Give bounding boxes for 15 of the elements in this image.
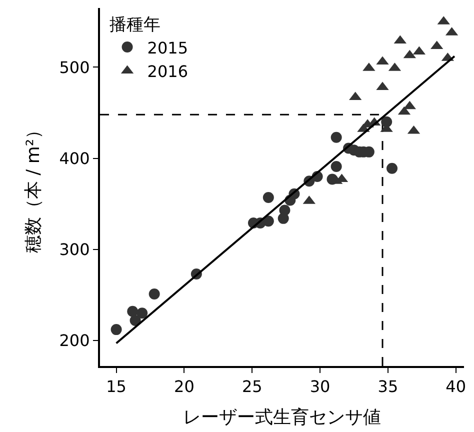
y-tick-label: 400: [59, 148, 90, 168]
x-tick-label: 15: [106, 377, 126, 396]
y-tick-label: 200: [59, 331, 90, 350]
y-tick-label: 500: [59, 58, 90, 77]
x-tick-label: 30: [310, 377, 330, 396]
x-tick-label: 25: [242, 377, 262, 396]
legend-label: 2016: [147, 62, 188, 82]
legend-label: 2015: [147, 38, 188, 58]
x-tick-label: 40: [446, 377, 466, 396]
legend-title: 播種年: [109, 15, 160, 36]
x-axis-title: レーザー式生育センサ値: [183, 406, 381, 428]
y-axis-title: 穂数（本 / m²）: [22, 120, 44, 254]
y-tick-label: 300: [59, 240, 90, 259]
x-tick-label: 20: [174, 377, 194, 396]
x-tick-label: 35: [378, 377, 398, 396]
